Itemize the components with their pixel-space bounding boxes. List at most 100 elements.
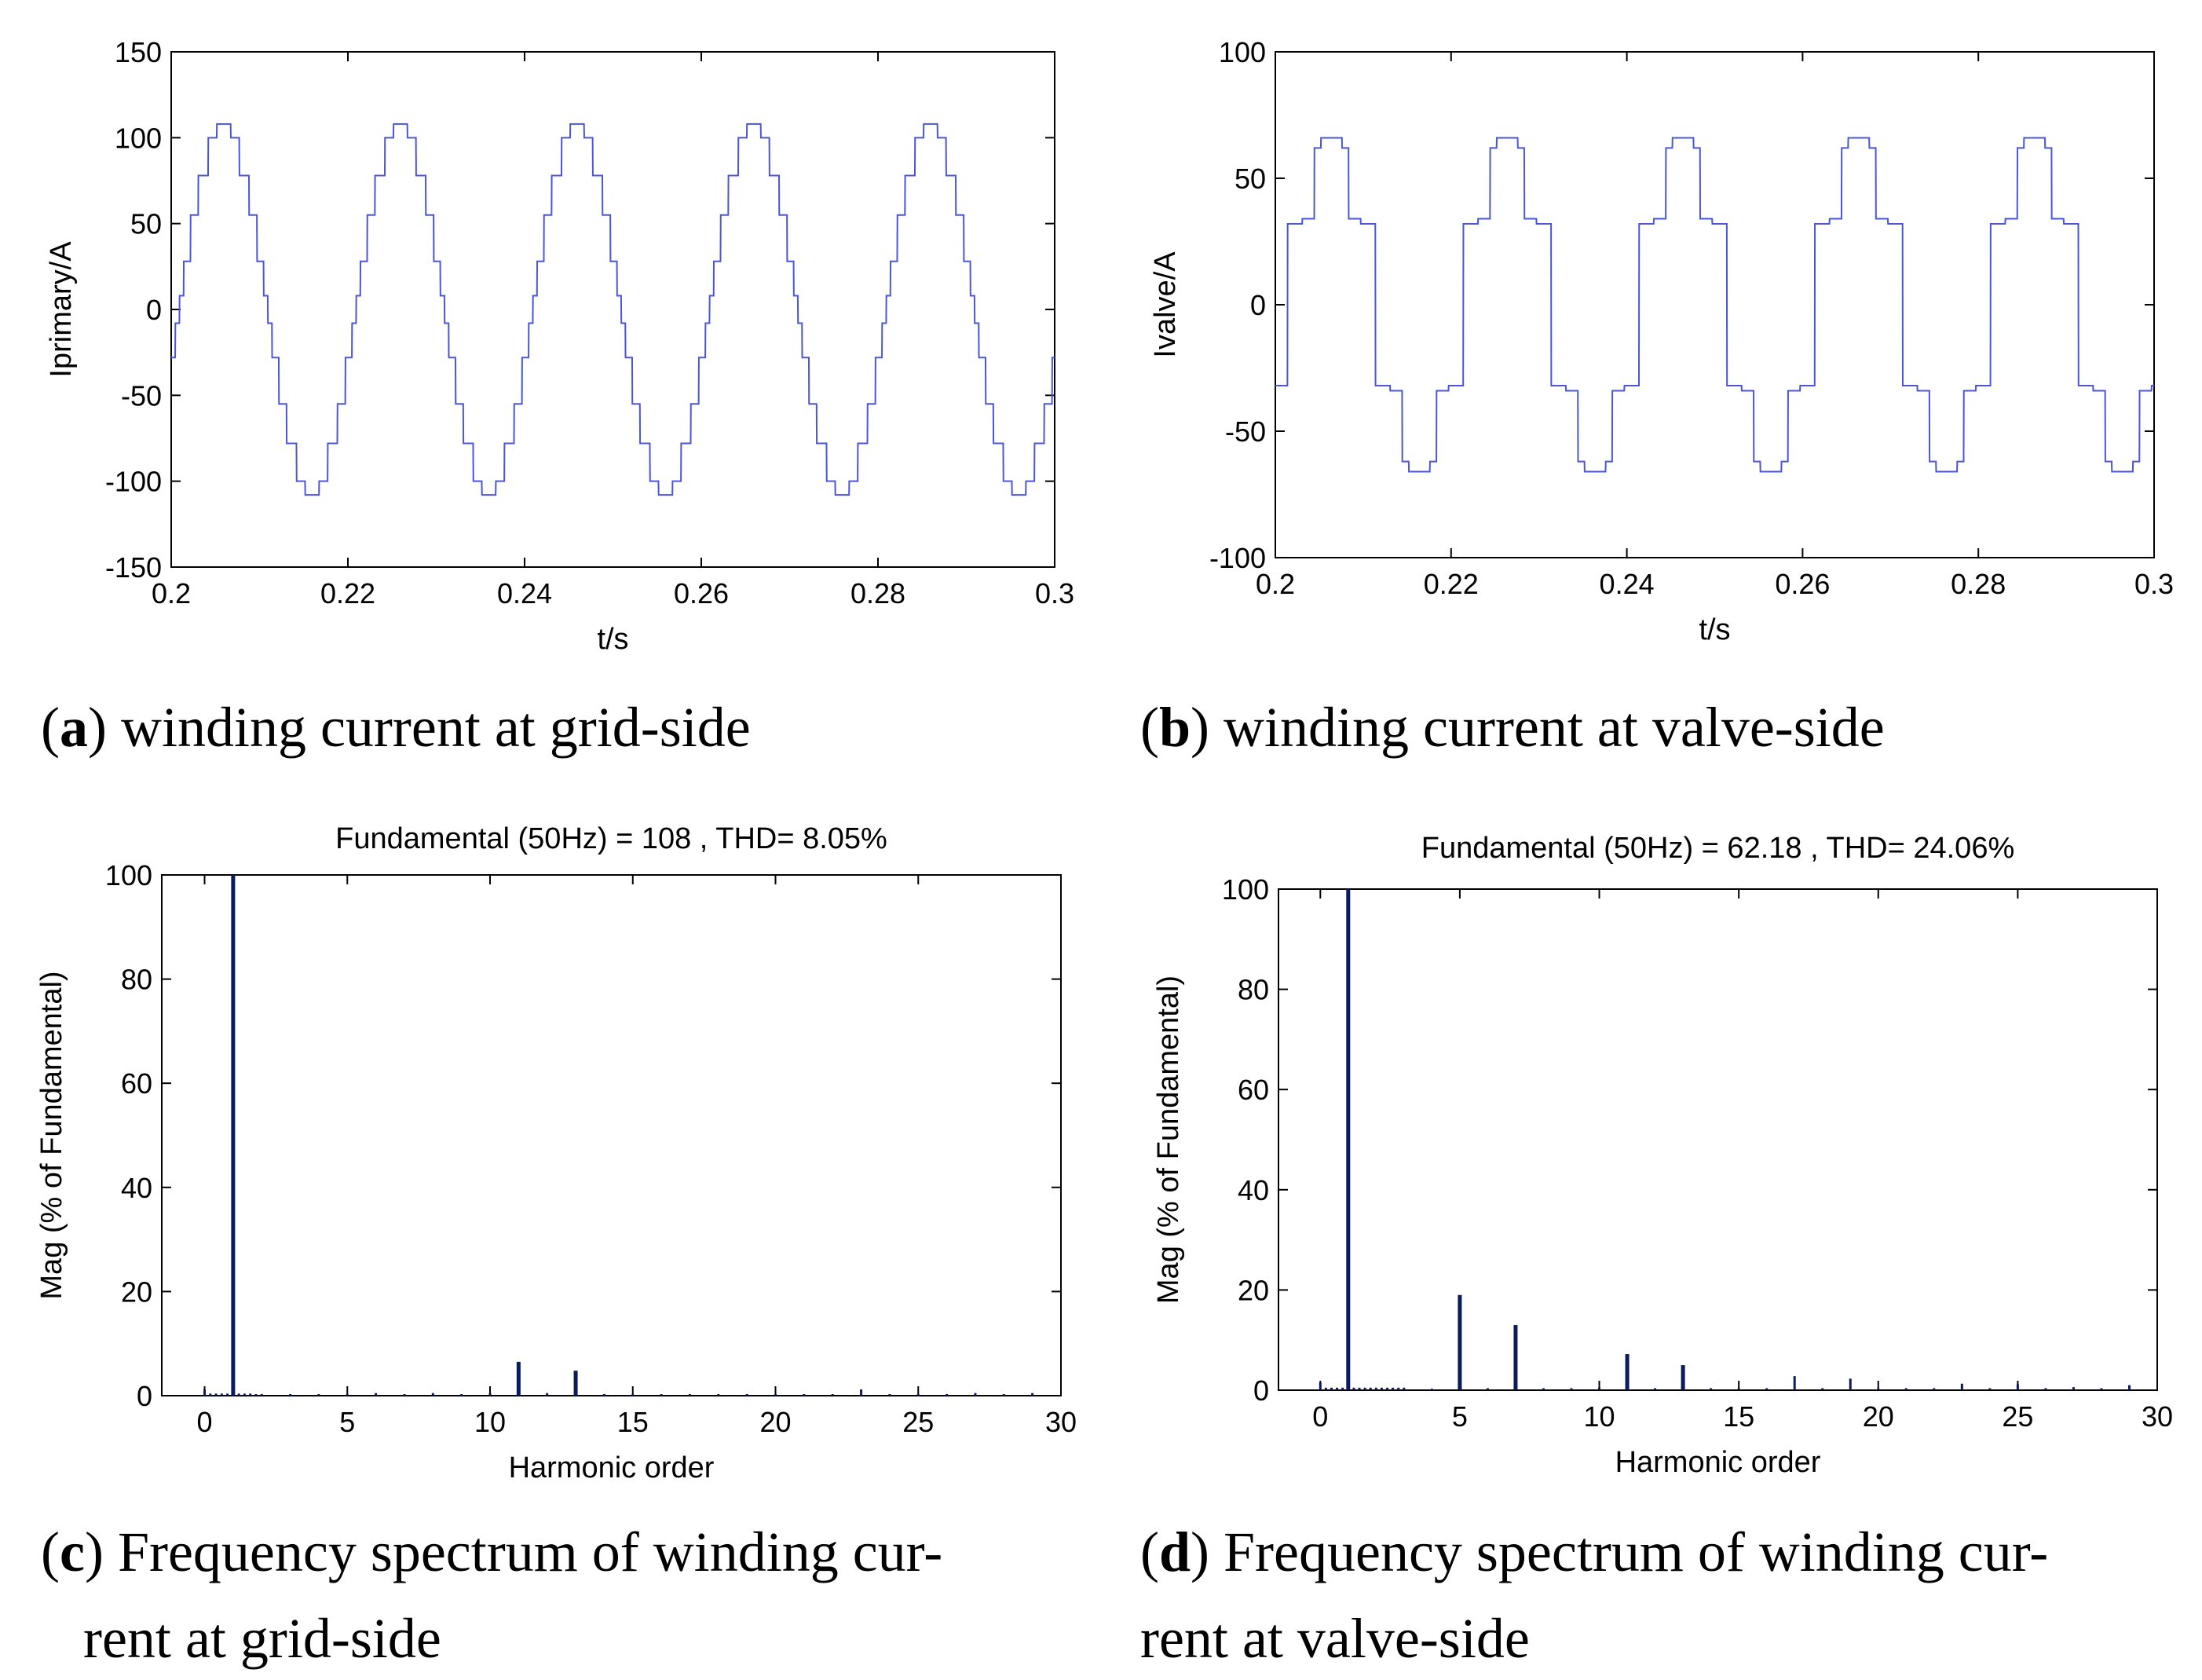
harmonic-bar <box>1358 1387 1361 1390</box>
harmonic-bar <box>249 1393 252 1396</box>
harmonic-bar <box>1821 1388 1824 1390</box>
harmonic-bar <box>1849 1378 1852 1390</box>
harmonic-bar <box>203 1389 207 1396</box>
harmonic-bar <box>946 1394 949 1396</box>
harmonic-bar <box>1598 1387 1601 1390</box>
x-tick-label: 15 <box>617 1406 649 1438</box>
chart-panel-b: 0.2 0.22 0.24 0.26 0.28 0.3 -100 -50 0 50 100 t/s Iv… <box>1140 36 2174 759</box>
y-tick-label: 100 <box>115 122 162 154</box>
plot-frame <box>170 51 1055 568</box>
harmonic-bar <box>1324 1387 1327 1390</box>
y-tick-label: 100 <box>1222 873 1269 906</box>
y-tick-label: 0 <box>1253 1374 1269 1407</box>
y-tick-label: 50 <box>1235 163 1266 195</box>
panel-caption-line: (b) winding current at valve-side <box>1140 696 1885 759</box>
caption-paren-open: ( <box>41 696 60 759</box>
caption-paren-open: ( <box>1140 1521 1159 1583</box>
panel-caption-line: (a) winding current at grid-side <box>41 696 751 759</box>
harmonic-bar <box>1542 1388 1545 1390</box>
harmonic-bar <box>546 1393 549 1396</box>
x-tick-label: 25 <box>2002 1400 2033 1433</box>
harmonic-bar <box>2100 1388 2103 1390</box>
harmonic-bar <box>831 1394 834 1396</box>
y-tick-label: 20 <box>1238 1274 1269 1306</box>
caption-text: winding current at grid-side <box>121 696 751 759</box>
y-tick-label: 40 <box>121 1172 152 1204</box>
harmonic-bar <box>1877 1388 1880 1390</box>
caption-letter: d <box>1159 1521 1191 1583</box>
harmonic-bar <box>403 1394 406 1396</box>
y-axis-label: Iprimary/A <box>45 241 78 378</box>
harmonic-bar <box>346 1394 349 1396</box>
y-tick-label: 80 <box>1238 974 1269 1006</box>
harmonic-bar <box>226 1393 229 1396</box>
y-tick-label: -100 <box>105 466 162 498</box>
x-tick-label: 0.28 <box>850 577 905 609</box>
harmonic-bar <box>1654 1388 1657 1390</box>
caption-letter: a <box>60 696 88 759</box>
harmonic-bar <box>1681 1365 1685 1390</box>
harmonic-bar <box>602 1394 605 1396</box>
x-tick-label: 0.26 <box>674 577 729 609</box>
y-tick-label: 80 <box>121 964 152 996</box>
harmonic-bar <box>1352 1387 1355 1390</box>
series-line-b <box>1275 137 2154 473</box>
harmonic-bar <box>209 1393 212 1396</box>
x-tick-label: 30 <box>1045 1406 1077 1438</box>
y-tick-label: -150 <box>105 551 162 584</box>
harmonic-bar <box>1710 1388 1713 1390</box>
harmonic-bar <box>860 1389 863 1396</box>
harmonic-bar <box>231 875 236 1396</box>
y-tick-label: 40 <box>1238 1174 1269 1206</box>
x-tick-label: 0.2 <box>1256 568 1295 600</box>
harmonic-bar <box>431 1393 434 1396</box>
harmonic-bar <box>1319 1382 1322 1390</box>
harmonic-bar <box>1392 1387 1395 1390</box>
caption-letter: c <box>60 1521 85 1583</box>
caption-text: winding current at valve-side <box>1224 696 1885 759</box>
harmonic-bar <box>1765 1388 1769 1390</box>
x-tick-label: 10 <box>1584 1400 1615 1433</box>
harmonic-bar <box>1341 1387 1344 1390</box>
y-tick-label: 100 <box>1219 36 1266 68</box>
harmonic-bar <box>1374 1387 1377 1390</box>
chart-title: Fundamental (50Hz) = 108 , THD= 8.05% <box>335 822 887 855</box>
harmonic-bar <box>1737 1388 1740 1390</box>
harmonic-bar <box>745 1394 748 1396</box>
x-tick-label: 30 <box>2142 1400 2173 1433</box>
harmonic-bar <box>1386 1387 1389 1390</box>
y-tick-label: -50 <box>121 379 162 412</box>
x-axis-label: t/s <box>1699 613 1730 646</box>
y-tick-label: 50 <box>130 208 162 240</box>
x-tick-label: 0.26 <box>1775 568 1830 600</box>
caption-paren-close: ) <box>1191 696 1224 759</box>
plot-frame <box>1275 51 2155 558</box>
x-axis-label: t/s <box>597 623 628 656</box>
harmonic-bar <box>1513 1325 1518 1390</box>
caption-paren-close: ) <box>1191 1521 1224 1583</box>
plot-frame <box>161 874 1062 1396</box>
x-tick-label: 0 <box>197 1406 213 1438</box>
harmonic-bar <box>254 1394 258 1396</box>
x-tick-label: 0.22 <box>320 577 375 609</box>
harmonic-bar <box>1486 1388 1489 1390</box>
x-tick-label: 0.24 <box>1600 568 1655 600</box>
harmonic-bar <box>1397 1387 1400 1390</box>
chart-panel-d: 0 5 10 15 20 25 30 0 20 40 60 80 100 Harmonic order Ma… <box>1140 832 2173 1670</box>
y-tick-label: 150 <box>115 36 162 68</box>
chart-panel-c: 0 5 10 15 20 25 30 0 20 40 60 80 100 Harmonic order Ma… <box>35 822 1077 1670</box>
harmonic-bar <box>1570 1388 1573 1390</box>
x-axis-label: Harmonic order <box>1615 1446 1821 1479</box>
caption-paren-open: ( <box>1140 696 1159 759</box>
x-tick-label: 0.24 <box>497 577 552 609</box>
x-tick-label: 0.3 <box>2134 568 2174 600</box>
harmonic-bar <box>1380 1387 1383 1390</box>
harmonic-bar <box>237 1393 240 1396</box>
x-tick-label: 10 <box>474 1406 506 1438</box>
panel-caption-line: rent at grid-side <box>83 1607 441 1670</box>
harmonic-bar <box>214 1393 218 1396</box>
harmonic-bar <box>1988 1388 1992 1390</box>
x-tick-label: 0.3 <box>1035 577 1074 609</box>
harmonic-bar <box>516 1361 521 1396</box>
x-tick-label: 20 <box>759 1406 791 1438</box>
